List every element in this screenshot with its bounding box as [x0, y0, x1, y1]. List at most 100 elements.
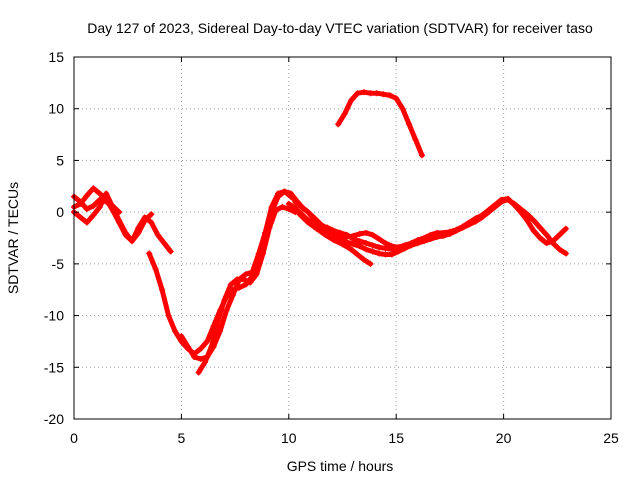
data-point	[369, 231, 376, 238]
data-point	[305, 209, 312, 216]
y-tick-label: -5	[52, 256, 65, 272]
data-point	[393, 95, 400, 102]
data-point	[83, 192, 90, 199]
data-point	[348, 246, 355, 253]
chart-title: Day 127 of 2023, Sidereal Day-to-day VTE…	[87, 20, 593, 36]
data-point	[146, 250, 153, 257]
data-point	[96, 190, 103, 197]
data-point	[287, 190, 294, 197]
data-point	[356, 243, 363, 250]
data-point	[292, 198, 299, 205]
data-point	[214, 317, 221, 324]
data-point	[369, 242, 376, 249]
data-point	[421, 235, 428, 241]
data-point	[247, 279, 254, 286]
data-point	[453, 226, 460, 233]
data-point	[376, 244, 383, 251]
data-point	[354, 90, 361, 97]
data-point	[363, 229, 370, 236]
data-point	[83, 206, 90, 213]
y-tick-label: 0	[56, 204, 64, 220]
data-point	[440, 229, 447, 236]
x-tick-label: 5	[178, 430, 186, 446]
data-point	[530, 217, 537, 224]
data-point	[285, 200, 292, 207]
axis-ticks: 0 5 10 15 20 25 -20 -15 -10 -5 0 5 10 15	[44, 49, 619, 446]
data-point	[292, 205, 299, 212]
data-point	[373, 90, 380, 97]
data-point	[543, 240, 550, 247]
data-point	[356, 230, 363, 237]
data-point	[498, 196, 505, 203]
data-point	[208, 343, 215, 350]
data-point	[240, 276, 247, 283]
data-point	[227, 281, 234, 288]
data-point	[330, 237, 337, 244]
data-point	[77, 198, 84, 205]
data-point	[221, 297, 228, 304]
data-point	[260, 250, 267, 257]
x-tick-label: 0	[70, 430, 78, 446]
x-tick-label: 15	[388, 430, 404, 446]
data-point	[223, 307, 230, 314]
data-point	[406, 121, 413, 128]
data-point	[154, 231, 161, 238]
data-point	[556, 231, 563, 238]
data-point	[197, 356, 204, 363]
data-point	[116, 209, 123, 216]
data-point	[459, 223, 466, 230]
data-point	[161, 240, 168, 247]
y-tick-label: -10	[44, 308, 64, 324]
y-tick-label: 15	[48, 49, 64, 65]
data-point	[492, 201, 499, 208]
data-point	[96, 196, 103, 203]
data-point	[305, 219, 312, 226]
data-point	[313, 225, 320, 232]
data-point	[298, 203, 305, 210]
data-point	[204, 338, 211, 345]
data-point	[109, 202, 116, 209]
data-point	[165, 312, 172, 319]
data-series	[71, 89, 569, 376]
data-point	[148, 211, 155, 218]
data-point	[279, 203, 286, 210]
data-point	[386, 92, 393, 99]
data-point	[348, 97, 355, 104]
data-point	[350, 232, 357, 239]
series-line	[71, 194, 122, 215]
data-point	[184, 343, 191, 350]
y-tick-label: -20	[44, 411, 64, 427]
data-point	[167, 248, 174, 255]
data-point	[427, 231, 434, 238]
data-point	[266, 224, 273, 231]
data-point	[335, 121, 342, 128]
data-point	[356, 238, 363, 245]
data-point	[556, 246, 563, 253]
y-tick-label: -15	[44, 359, 64, 375]
data-point	[135, 229, 142, 236]
data-point	[141, 217, 148, 224]
x-tick-label: 10	[281, 430, 297, 446]
data-point	[562, 250, 569, 257]
data-point	[354, 251, 361, 258]
data-point	[380, 91, 387, 98]
data-point	[369, 248, 376, 255]
data-point	[395, 248, 402, 255]
data-point	[543, 231, 550, 238]
data-point	[272, 207, 279, 214]
data-point	[382, 240, 389, 247]
data-point	[382, 245, 389, 252]
data-point	[367, 90, 374, 97]
data-point	[550, 238, 557, 245]
data-point	[152, 266, 159, 273]
data-point	[399, 105, 406, 112]
data-point	[242, 271, 249, 278]
data-point	[103, 198, 110, 205]
y-axis-label: SDTVAR / TECUs	[5, 182, 21, 294]
data-point	[234, 276, 241, 283]
data-point	[504, 195, 511, 202]
data-point	[159, 286, 166, 293]
data-point	[537, 224, 544, 231]
data-point	[90, 202, 97, 209]
